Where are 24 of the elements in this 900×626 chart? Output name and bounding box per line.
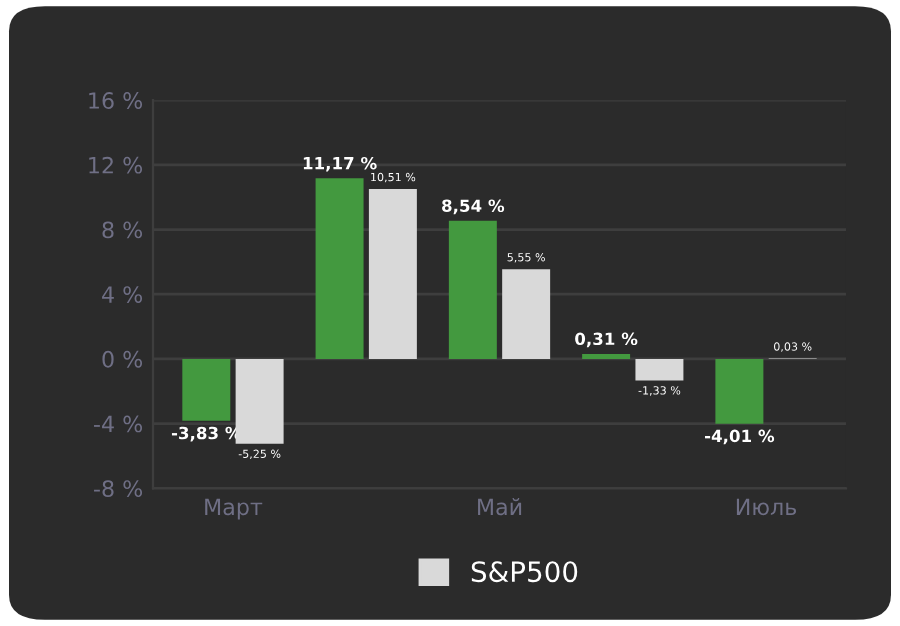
bar <box>235 358 284 444</box>
x-tick-label: Май <box>478 498 522 516</box>
bar <box>582 353 631 359</box>
y-tick-label: -8 % <box>94 480 143 498</box>
bar <box>715 358 764 424</box>
x-tick-label: Март <box>205 498 263 520</box>
y-tick-label: -4 % <box>94 415 143 433</box>
data-label: 0,31 % <box>575 332 638 348</box>
bar <box>635 358 684 381</box>
data-label: 8,54 % <box>442 199 505 215</box>
y-tick-label: 8 % <box>102 221 143 239</box>
x-tick-label: Июль <box>736 498 797 516</box>
bar <box>448 220 497 359</box>
bar <box>182 358 231 421</box>
y-tick-label: 12 % <box>89 156 143 174</box>
y-tick-label: 4 % <box>102 286 143 303</box>
bar <box>502 269 551 359</box>
y-tick-label: 0 % <box>102 350 143 368</box>
legend-label: S&P500 <box>471 561 578 583</box>
bar <box>368 188 417 359</box>
data-label: 11,17 % <box>303 156 377 172</box>
bar <box>315 178 364 359</box>
y-tick-label: 16 % <box>89 92 143 109</box>
data-label: -4,01 % <box>705 429 775 445</box>
